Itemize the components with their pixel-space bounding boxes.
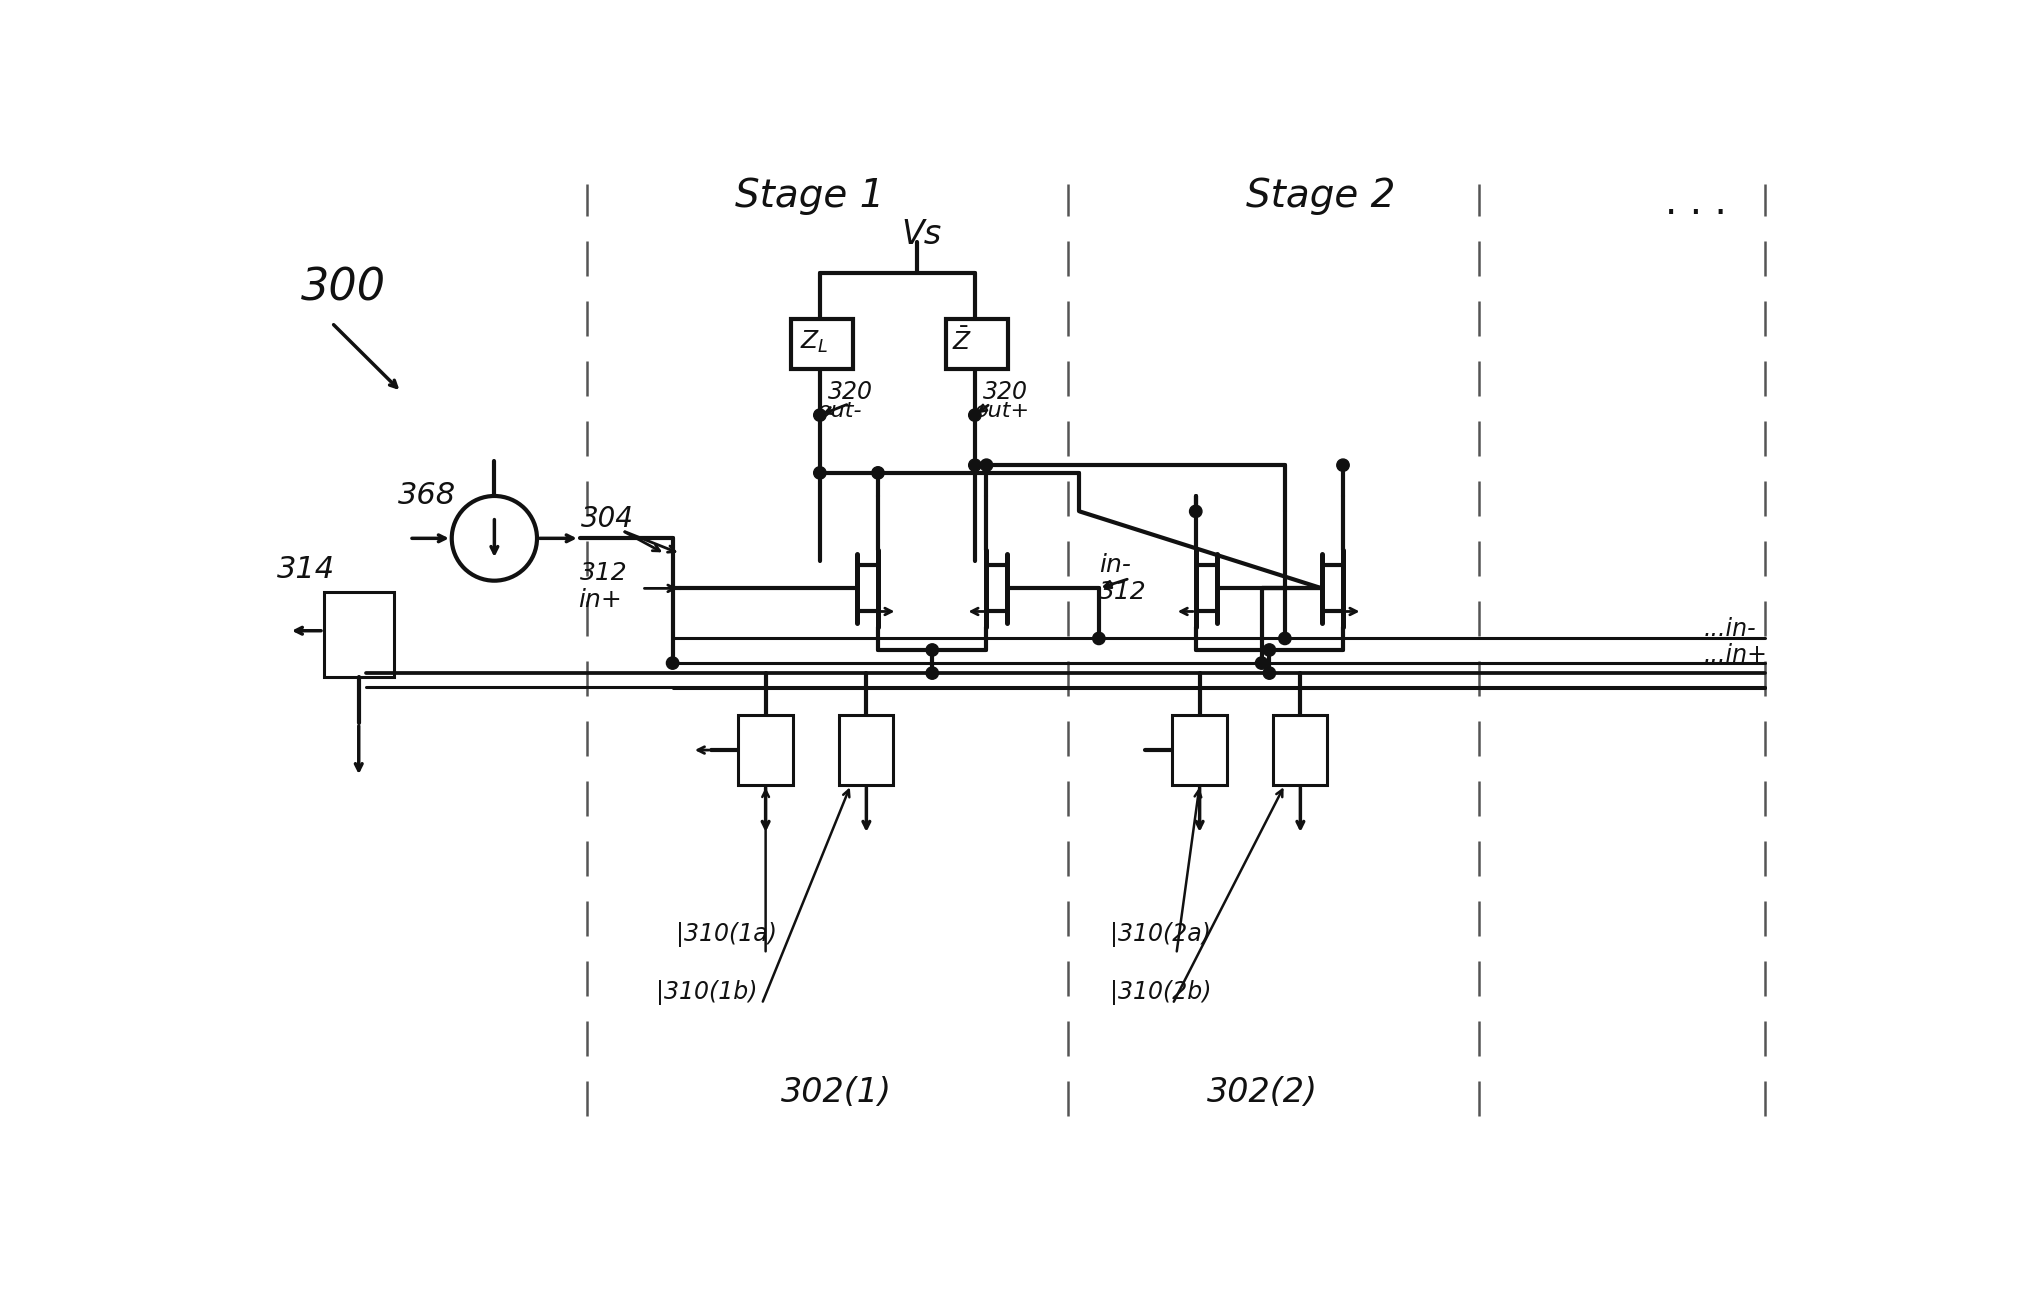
Circle shape <box>666 656 679 669</box>
Text: ...in-: ...in- <box>1703 617 1756 641</box>
Text: 320: 320 <box>827 380 872 405</box>
Bar <box>1272 716 1327 785</box>
Circle shape <box>1262 667 1274 680</box>
Text: 304: 304 <box>581 505 634 533</box>
Bar <box>323 593 394 677</box>
Circle shape <box>813 467 825 479</box>
Circle shape <box>927 667 939 680</box>
Text: 300: 300 <box>301 267 386 310</box>
Bar <box>790 319 853 368</box>
Text: in+: in+ <box>577 588 622 612</box>
Text: 302(1): 302(1) <box>780 1077 892 1109</box>
Text: 368: 368 <box>398 481 455 511</box>
Text: ...in+: ...in+ <box>1703 643 1766 668</box>
Text: ...: ... <box>1703 671 1725 695</box>
Text: 312: 312 <box>1099 580 1146 604</box>
Text: . . .: . . . <box>1664 184 1725 222</box>
Bar <box>738 716 792 785</box>
Text: 302(2): 302(2) <box>1207 1077 1317 1109</box>
Text: |310(2a): |310(2a) <box>1109 922 1211 947</box>
Text: $\bar{Z}$: $\bar{Z}$ <box>951 328 971 355</box>
Text: 312: 312 <box>579 562 628 585</box>
Text: 320: 320 <box>981 380 1026 405</box>
Circle shape <box>967 459 981 471</box>
Text: |310(2b): |310(2b) <box>1109 981 1211 1005</box>
Circle shape <box>979 459 992 471</box>
Text: Stage 1: Stage 1 <box>734 176 884 215</box>
Text: Stage 2: Stage 2 <box>1246 176 1394 215</box>
Circle shape <box>967 409 981 422</box>
Text: Vs: Vs <box>900 218 941 250</box>
Text: |310(1a): |310(1a) <box>677 922 776 947</box>
Text: 314: 314 <box>276 555 335 584</box>
Circle shape <box>1256 656 1268 669</box>
Bar <box>839 716 892 785</box>
Text: out+: out+ <box>975 401 1030 422</box>
Circle shape <box>1189 506 1201 518</box>
Circle shape <box>813 409 825 422</box>
Bar <box>945 319 1008 368</box>
Circle shape <box>872 467 884 479</box>
Text: |310(1b): |310(1b) <box>654 981 756 1005</box>
Circle shape <box>1262 643 1274 656</box>
Text: in-: in- <box>1099 554 1130 577</box>
Circle shape <box>1278 632 1290 645</box>
Circle shape <box>1337 459 1349 471</box>
Text: $Z_L$: $Z_L$ <box>801 329 829 355</box>
Circle shape <box>1091 632 1105 645</box>
Circle shape <box>927 643 939 656</box>
Bar <box>1172 716 1225 785</box>
Text: out-: out- <box>819 401 862 422</box>
